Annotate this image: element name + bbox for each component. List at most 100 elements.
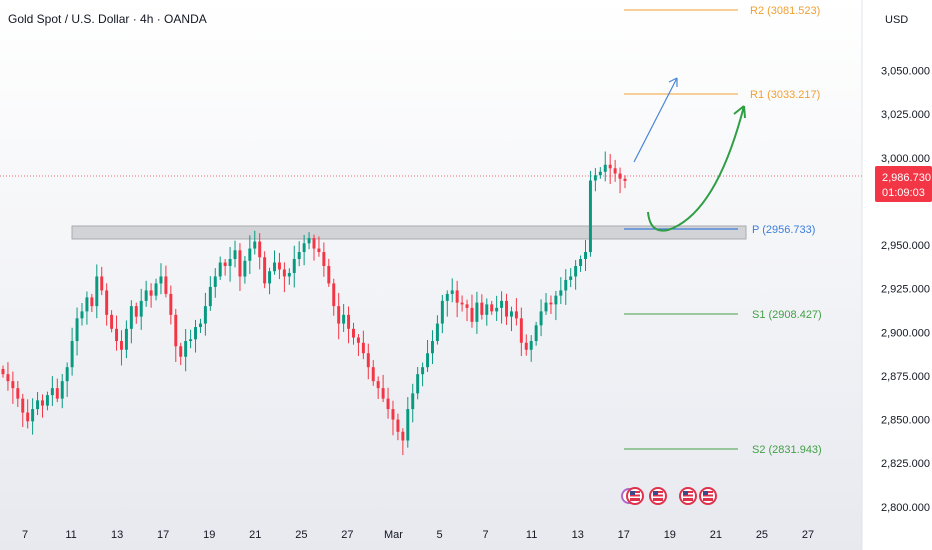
candle-body [608,164,612,169]
candle-body [55,388,59,399]
candle-body [287,272,291,277]
candle-body [228,259,232,266]
candle-body [129,306,133,329]
us-flag-icon[interactable] [679,487,697,505]
current-price-value: 2,986.730 [882,172,931,184]
candle-body [401,431,405,441]
pivot-label: P (2956.733) [752,224,815,236]
s1-label: S1 (2908.427) [752,309,822,321]
time-axis[interactable]: 7 11 13 17 19 21 25 27 Mar 5 7 11 13 17 19 21 25 27 [22,529,814,541]
candle-body [376,381,380,389]
blue-projection-arrow[interactable] [633,77,678,163]
green-projection-curve[interactable] [647,105,745,232]
candle-body [248,248,252,261]
candle-body [139,300,143,317]
candle-body [16,388,20,399]
bar-countdown: 01:09:03 [882,187,925,199]
candle-body [110,314,114,329]
candle-body [282,269,286,277]
candle-body [65,367,69,382]
time-tick-label: 27 [802,529,814,541]
candle-body [45,395,49,406]
candle-body [194,327,198,340]
us-flag-icon[interactable] [626,487,644,505]
candle-body [342,314,346,324]
time-tick-label: 7 [483,529,489,541]
candle-body [440,300,444,324]
candle-body [263,257,267,284]
candle-body [184,341,188,357]
candle-body [435,323,439,342]
candle-body [366,353,370,368]
candle-body [169,293,173,315]
candle-body [31,409,35,422]
candle-body [41,400,44,406]
candle-body [292,259,296,273]
candle-body [36,400,40,410]
candle-body [559,290,563,296]
candle-body [618,173,622,179]
price-tick-label: 3,025.000 [881,109,930,121]
price-tick-label: 2,850.000 [881,415,930,427]
candle-body [70,341,74,368]
candle-body [470,307,474,322]
candle-body [312,238,316,249]
candle-body [406,409,410,441]
price-axis-panel [862,0,932,550]
candle-body [213,276,217,287]
candle-body [450,290,454,294]
time-tick-label: 5 [436,529,442,541]
candle-body [569,276,573,280]
candle-body [579,259,583,266]
candle-body [322,252,326,266]
candle-body [475,302,479,322]
candle-body [75,318,79,342]
time-tick-label: 21 [249,529,261,541]
candle-body [416,374,420,394]
candle-body [238,250,242,277]
candle-body [179,346,183,357]
candle-body [430,341,434,354]
candle-body [347,314,351,329]
green-arrow-head-icon [733,105,746,119]
candle-body [352,328,355,338]
candle-body [26,412,30,422]
current-price-badge[interactable]: 2,986.730 01:09:03 [875,166,932,202]
candle-body [564,279,568,291]
currency-label[interactable]: USD [885,14,908,26]
candle-body [460,302,464,305]
candle-body [6,374,10,382]
candle-body [115,328,119,342]
candle-body [124,328,128,350]
candle-body [381,388,385,399]
candle-body [277,262,281,270]
event-markers[interactable] [621,487,717,505]
time-tick-label: 7 [22,529,28,541]
candle-body [356,337,360,343]
candle-body [273,262,276,272]
candle-body [297,252,301,260]
candle-body [421,367,425,375]
us-flag-icon[interactable] [699,487,717,505]
price-badge-bg [875,166,932,202]
price-tick-label: 2,950.000 [881,240,930,252]
candle-body [218,262,222,277]
price-axis[interactable]: 3,050.000 3,025.000 3,000.000 2,950.000 2,92… [881,66,930,514]
candle-body [490,304,494,312]
time-tick-label: 19 [664,529,676,541]
candle-body [465,304,469,308]
time-tick-label: Mar [384,529,403,541]
price-tick-label: 2,800.000 [881,502,930,514]
candle-body [455,290,459,303]
candle-body [534,325,538,342]
candle-body [119,341,123,350]
candle-body [154,283,158,296]
us-flag-icon[interactable] [649,487,667,505]
candle-body [21,398,25,413]
candle-body [327,265,331,284]
candle-body [105,290,109,315]
price-tick-label: 3,000.000 [881,153,930,165]
candle-body [149,290,153,296]
